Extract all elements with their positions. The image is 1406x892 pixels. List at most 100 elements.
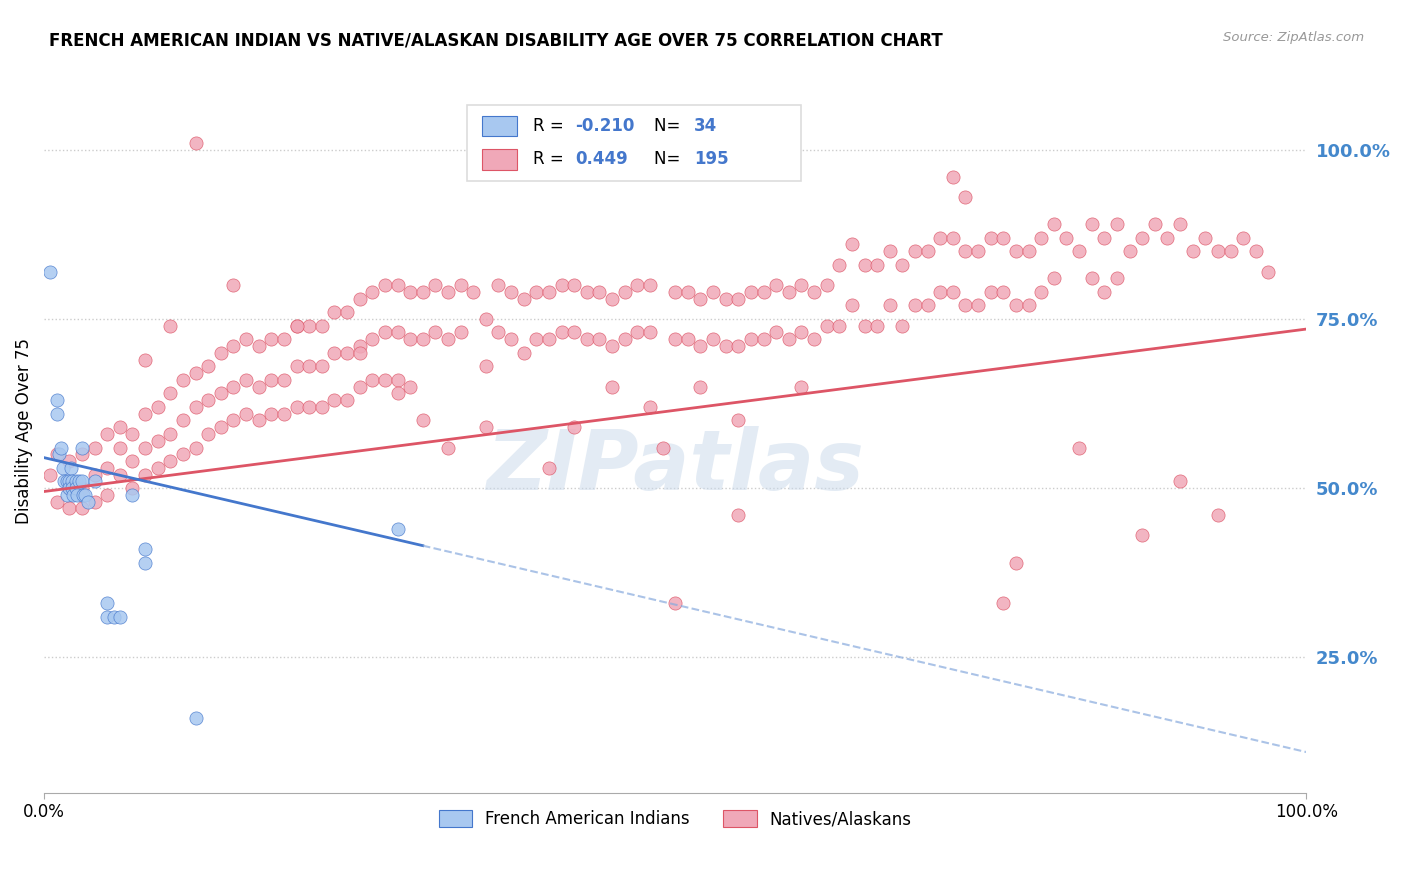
Point: [412, 413, 434, 427]
Point: [361, 373, 384, 387]
Point: [1168, 217, 1191, 231]
Point: [1156, 230, 1178, 244]
Point: [59, 460, 82, 475]
Point: [56, 475, 79, 489]
Point: [96, 427, 118, 442]
Point: [1043, 217, 1066, 231]
Point: [65, 475, 87, 489]
Point: [247, 379, 270, 393]
Point: [52, 460, 75, 475]
Point: [121, 481, 143, 495]
Point: [727, 292, 749, 306]
Point: [70, 475, 93, 489]
Point: [1194, 230, 1216, 244]
Text: R =: R =: [533, 117, 568, 135]
Point: [524, 285, 547, 299]
Point: [96, 488, 118, 502]
Point: [803, 285, 825, 299]
Point: [273, 373, 295, 387]
Point: [765, 278, 787, 293]
Point: [727, 413, 749, 427]
Point: [412, 285, 434, 299]
Point: [134, 556, 156, 570]
Point: [752, 285, 775, 299]
Point: [285, 318, 308, 333]
Point: [600, 379, 623, 393]
Point: [778, 285, 800, 299]
Point: [790, 326, 813, 340]
Point: [1092, 230, 1115, 244]
Point: [475, 420, 498, 434]
Point: [588, 332, 610, 346]
Point: [929, 230, 952, 244]
Point: [828, 258, 851, 272]
Point: [1005, 244, 1028, 259]
Point: [425, 326, 447, 340]
Point: [159, 386, 181, 401]
Point: [1043, 271, 1066, 285]
Text: 34: 34: [695, 117, 717, 135]
Point: [562, 278, 585, 293]
Point: [993, 596, 1015, 610]
Point: [62, 488, 84, 502]
Point: [60, 475, 83, 489]
Point: [56, 488, 79, 502]
Point: [374, 326, 396, 340]
Point: [1031, 285, 1053, 299]
Point: [184, 366, 207, 380]
Point: [70, 501, 93, 516]
Point: [1005, 556, 1028, 570]
Point: [77, 494, 100, 508]
Point: [752, 332, 775, 346]
Point: [651, 441, 673, 455]
Point: [600, 292, 623, 306]
Point: [942, 230, 965, 244]
Point: [146, 400, 169, 414]
Point: [1206, 244, 1229, 259]
Point: [917, 244, 939, 259]
Point: [209, 386, 232, 401]
Point: [83, 441, 105, 455]
Point: [967, 298, 990, 312]
Point: [108, 609, 131, 624]
Bar: [482, 149, 517, 169]
Point: [298, 359, 321, 374]
Point: [285, 400, 308, 414]
Point: [374, 373, 396, 387]
Point: [49, 441, 72, 455]
Point: [1130, 230, 1153, 244]
Point: [336, 345, 359, 359]
Point: [387, 326, 409, 340]
Point: [45, 494, 67, 508]
Point: [134, 467, 156, 482]
Point: [184, 441, 207, 455]
Point: [638, 278, 661, 293]
Point: [778, 332, 800, 346]
Point: [879, 298, 901, 312]
Point: [929, 285, 952, 299]
Point: [488, 326, 510, 340]
FancyBboxPatch shape: [467, 104, 801, 181]
Point: [58, 501, 80, 516]
Point: [387, 522, 409, 536]
Point: [1105, 217, 1128, 231]
Point: [311, 400, 333, 414]
Point: [537, 285, 560, 299]
Point: [702, 332, 724, 346]
Point: [664, 285, 686, 299]
Point: [134, 541, 156, 556]
Point: [955, 190, 977, 204]
Point: [70, 441, 93, 455]
Point: [235, 332, 257, 346]
Point: [69, 475, 91, 489]
Point: [48, 447, 70, 461]
Point: [727, 339, 749, 353]
Text: 195: 195: [695, 151, 728, 169]
Point: [815, 318, 838, 333]
Point: [222, 339, 245, 353]
Point: [1219, 244, 1241, 259]
Point: [1092, 285, 1115, 299]
Point: [550, 278, 572, 293]
Point: [613, 332, 636, 346]
Point: [980, 230, 1002, 244]
